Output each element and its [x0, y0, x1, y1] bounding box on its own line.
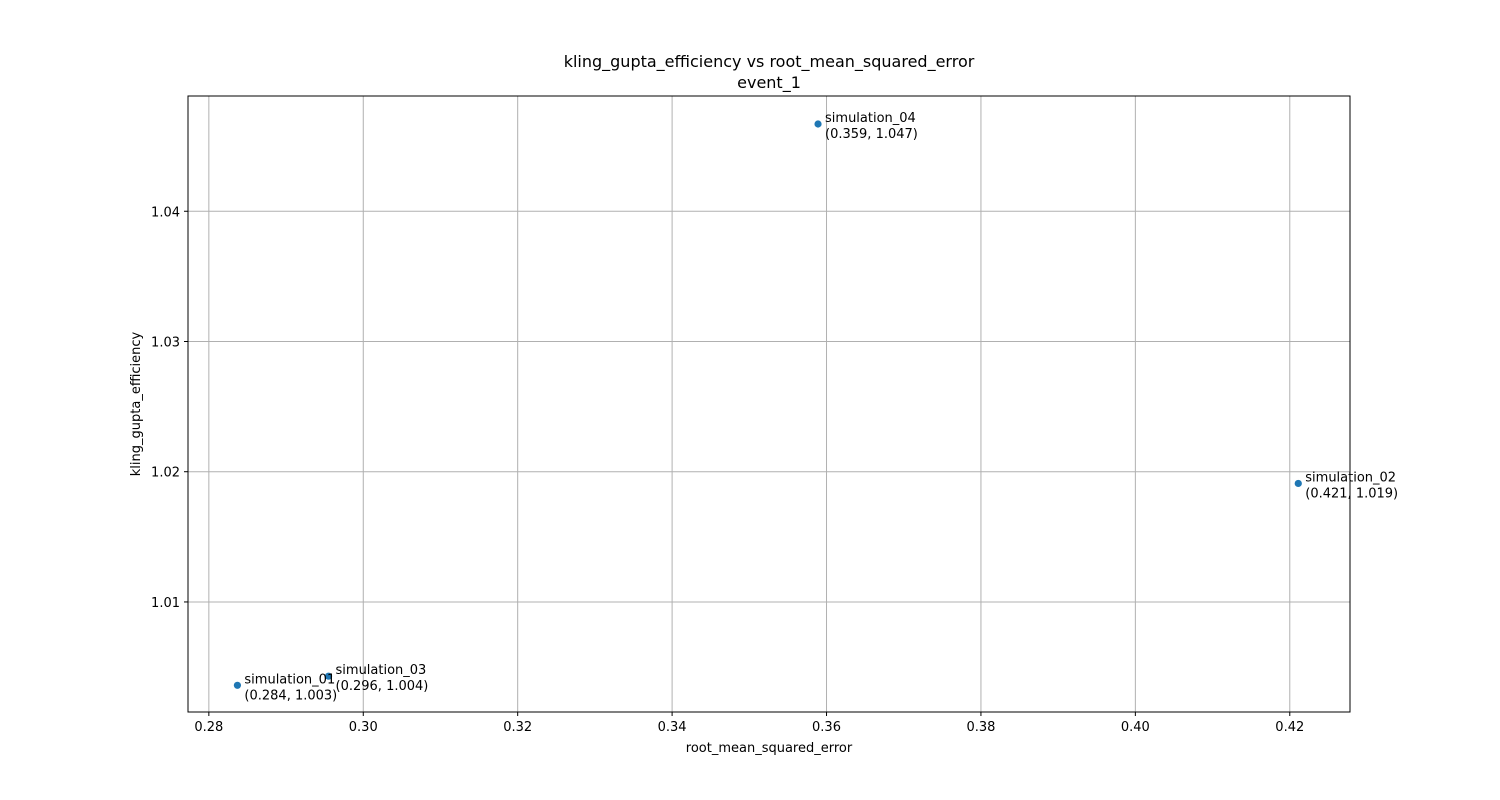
x-tick-label: 0.30 — [349, 720, 378, 735]
point-coord-label: (0.284, 1.003) — [244, 688, 337, 703]
scatter-point — [324, 672, 333, 680]
y-tick-label: 1.04 — [151, 205, 180, 220]
point-name-label: simulation_04 — [825, 111, 916, 126]
scatter-point — [1294, 479, 1302, 488]
y-axis-label: kling_gupta_efficiency — [129, 331, 144, 476]
plot-frame — [187, 95, 1351, 713]
point-name-label: simulation_03 — [336, 663, 427, 678]
x-tick-label: 0.36 — [812, 720, 841, 735]
axis-ticks: 0.28 0.30 0.32 0.34 0.36 0.38 0.40 0.42 1.01 1.02… — [151, 205, 1304, 735]
y-tick-label: 1.03 — [151, 335, 180, 350]
grid — [188, 96, 1350, 712]
data-points — [233, 120, 1302, 689]
point-name-label: simulation_02 — [1305, 470, 1396, 485]
chart-subtitle: event_1 — [737, 73, 801, 93]
point-coord-label: (0.359, 1.047) — [825, 127, 918, 142]
x-tick-label: 0.38 — [966, 720, 995, 735]
scatter-point — [233, 681, 242, 689]
x-tick-label: 0.32 — [503, 720, 532, 735]
x-axis-label: root_mean_squared_error — [686, 741, 853, 756]
x-tick-label: 0.34 — [658, 720, 687, 735]
y-tick-label: 1.02 — [151, 466, 180, 481]
scatter-point — [814, 120, 822, 128]
x-tick-label: 0.42 — [1275, 720, 1304, 735]
point-coord-label: (0.421, 1.019) — [1305, 486, 1398, 501]
chart-title: kling_gupta_efficiency vs root_mean_squa… — [564, 52, 975, 72]
point-name-label: simulation_01 — [244, 672, 335, 687]
point-annotations: simulation_01(0.284, 1.003) simulation_02… — [244, 111, 1398, 703]
x-tick-label: 0.40 — [1121, 720, 1150, 735]
y-tick-label: 1.01 — [151, 596, 180, 611]
point-coord-label: (0.296, 1.004) — [336, 679, 429, 694]
x-tick-label: 0.28 — [194, 720, 223, 735]
